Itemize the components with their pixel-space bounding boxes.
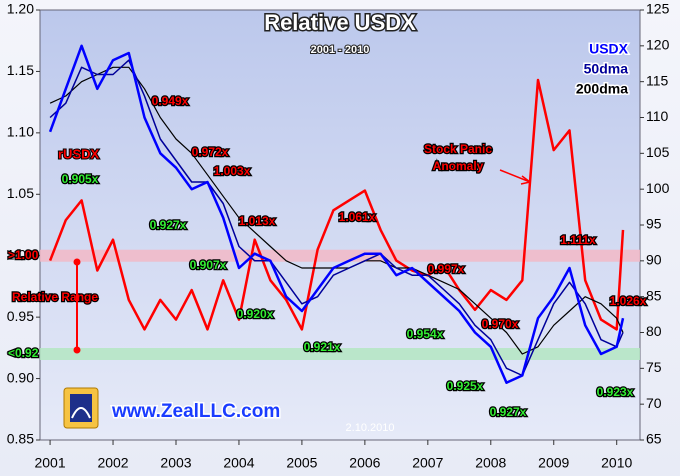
ratio-annotation: 1.013x: [239, 214, 276, 228]
y2-tick-label: 110: [646, 108, 669, 124]
x-tick-label: 2001: [34, 455, 65, 471]
ratio-annotation: 0.923x: [597, 385, 634, 399]
reference-band: [40, 249, 640, 262]
plot-area: [39, 9, 641, 441]
y-tick-label: 0.85: [7, 431, 34, 447]
logo-mark: [71, 407, 91, 419]
x-tick-label: 2004: [223, 455, 254, 471]
x-tick-label: 2010: [601, 455, 632, 471]
logo: [63, 387, 99, 429]
range-label: Relative Range: [12, 290, 98, 304]
x-tick-label: 2003: [160, 455, 191, 471]
y-tick-label: 1.20: [7, 1, 34, 17]
range-dot: [73, 346, 81, 354]
ratio-annotation: 0.921x: [304, 340, 341, 354]
y2-tick-label: 90: [646, 252, 662, 268]
y2-tick-label: 120: [646, 37, 670, 53]
y2-tick-label: 85: [646, 287, 662, 303]
chart-subtitle: 2001 - 2010: [311, 44, 370, 56]
anomaly-label: Stock Panic: [424, 142, 492, 156]
legend-rusdx: rUSDX: [58, 146, 100, 161]
series-line: [49, 59, 624, 377]
ratio-annotation: 0.927x: [490, 405, 527, 419]
y-tick-label: 1.15: [7, 62, 34, 78]
series-line: [48, 78, 625, 331]
ratio-annotation: 0.972x: [192, 145, 229, 159]
y-tick-label: 0.90: [7, 369, 34, 385]
y2-tick-label: 100: [646, 180, 670, 196]
ratio-annotation: 1.111x: [560, 233, 596, 247]
date-stamp: 2.10.2010: [346, 422, 395, 434]
y2-tick-label: 105: [646, 144, 670, 160]
series-line: [48, 44, 625, 384]
chart-title: Relative USDX: [264, 10, 416, 35]
ratio-annotation: 0.927x: [150, 218, 187, 232]
range-dot: [73, 258, 81, 266]
x-tick-label: 2009: [538, 455, 569, 471]
legend-50dma: 50dma: [584, 61, 629, 77]
x-tick-label: 2008: [475, 455, 506, 471]
reference-band-label: <0.92: [8, 346, 39, 360]
y-tick-label: 1.05: [7, 185, 34, 201]
ratio-annotation: 0.925x: [447, 379, 484, 393]
ratio-annotation: 0.907x: [190, 258, 227, 272]
reference-band: [40, 348, 640, 360]
ratio-annotation: 0.949x: [152, 94, 189, 108]
y2-tick-label: 125: [646, 1, 670, 17]
anomaly-arrow: [499, 169, 531, 185]
ratio-annotation: 0.970x: [482, 317, 519, 331]
ratio-annotation: 1.061x: [339, 210, 376, 224]
x-tick-label: 2007: [412, 455, 443, 471]
ratio-annotation: 1.026x: [610, 294, 647, 308]
legend-usdx: USDX: [589, 41, 629, 57]
y2-tick-label: 70: [646, 395, 662, 411]
ratio-annotation: 0.905x: [62, 172, 99, 186]
ratio-annotation: 0.954x: [407, 327, 444, 341]
y2-tick-label: 75: [646, 359, 662, 375]
y-tick-label: 1.10: [7, 124, 34, 140]
anomaly-label: Anomaly: [433, 159, 484, 173]
series-line: [49, 66, 624, 355]
legend-200dma: 200dma: [576, 81, 628, 97]
reference-band-label: >1.00: [8, 248, 39, 262]
y2-tick-label: 95: [646, 216, 662, 232]
website: www.ZealLLC.com: [111, 401, 280, 422]
ratio-annotation: 1.003x: [214, 164, 251, 178]
y2-tick-label: 65: [646, 431, 662, 447]
ratio-annotation: 0.920x: [237, 307, 274, 321]
x-tick-label: 2002: [97, 455, 128, 471]
x-tick-label: 2005: [286, 455, 317, 471]
y-tick-label: 0.95: [7, 308, 34, 324]
ratio-annotation: 0.997x: [428, 262, 465, 276]
y-tick-label: 1.00: [7, 246, 34, 262]
y2-tick-label: 80: [646, 323, 662, 339]
x-tick-label: 2006: [349, 455, 380, 471]
y2-tick-label: 115: [646, 72, 669, 88]
